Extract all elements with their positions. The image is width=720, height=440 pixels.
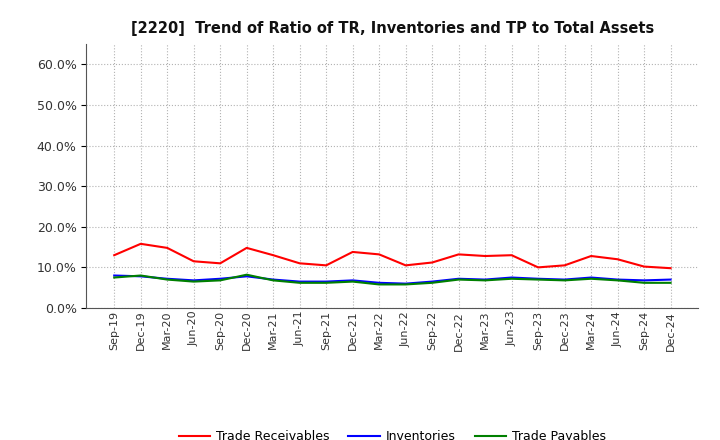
Inventories bbox=[295, 279, 304, 284]
Trade Receivables bbox=[666, 266, 675, 271]
Trade Payables bbox=[216, 278, 225, 283]
Title: [2220]  Trend of Ratio of TR, Inventories and TP to Total Assets: [2220] Trend of Ratio of TR, Inventories… bbox=[131, 21, 654, 36]
Trade Payables bbox=[401, 282, 410, 287]
Trade Payables bbox=[560, 278, 569, 283]
Trade Receivables bbox=[216, 260, 225, 266]
Trade Receivables bbox=[534, 265, 542, 270]
Legend: Trade Receivables, Inventories, Trade Payables: Trade Receivables, Inventories, Trade Pa… bbox=[174, 425, 611, 440]
Trade Receivables bbox=[110, 253, 119, 258]
Inventories bbox=[110, 273, 119, 278]
Inventories bbox=[613, 277, 622, 282]
Inventories bbox=[348, 278, 357, 283]
Inventories bbox=[454, 276, 463, 282]
Trade Payables bbox=[534, 277, 542, 282]
Trade Payables bbox=[481, 278, 490, 283]
Inventories bbox=[508, 275, 516, 280]
Trade Receivables bbox=[401, 263, 410, 268]
Trade Payables bbox=[322, 280, 330, 286]
Inventories bbox=[560, 277, 569, 282]
Trade Payables bbox=[136, 273, 145, 278]
Inventories bbox=[640, 278, 649, 283]
Trade Payables bbox=[640, 280, 649, 286]
Inventories bbox=[481, 277, 490, 282]
Trade Receivables bbox=[428, 260, 436, 265]
Inventories bbox=[216, 276, 225, 282]
Trade Payables bbox=[587, 276, 595, 282]
Line: Trade Payables: Trade Payables bbox=[114, 275, 670, 284]
Trade Receivables bbox=[508, 253, 516, 258]
Trade Receivables bbox=[136, 241, 145, 246]
Trade Receivables bbox=[375, 252, 384, 257]
Trade Payables bbox=[163, 277, 171, 282]
Inventories bbox=[428, 279, 436, 284]
Trade Receivables bbox=[454, 252, 463, 257]
Trade Receivables bbox=[322, 263, 330, 268]
Trade Receivables bbox=[189, 259, 198, 264]
Trade Payables bbox=[666, 280, 675, 286]
Trade Payables bbox=[269, 278, 277, 283]
Trade Payables bbox=[295, 280, 304, 286]
Inventories bbox=[401, 281, 410, 286]
Inventories bbox=[587, 275, 595, 280]
Line: Inventories: Inventories bbox=[114, 275, 670, 284]
Trade Payables bbox=[375, 282, 384, 287]
Trade Payables bbox=[454, 277, 463, 282]
Inventories bbox=[322, 279, 330, 284]
Trade Payables bbox=[348, 279, 357, 284]
Inventories bbox=[269, 277, 277, 282]
Trade Payables bbox=[189, 279, 198, 284]
Trade Receivables bbox=[587, 253, 595, 259]
Trade Payables bbox=[508, 276, 516, 282]
Trade Receivables bbox=[640, 264, 649, 269]
Trade Receivables bbox=[481, 253, 490, 259]
Trade Payables bbox=[428, 280, 436, 286]
Trade Receivables bbox=[348, 249, 357, 255]
Trade Receivables bbox=[613, 257, 622, 262]
Trade Receivables bbox=[269, 253, 277, 258]
Inventories bbox=[534, 276, 542, 282]
Inventories bbox=[136, 274, 145, 279]
Trade Payables bbox=[243, 272, 251, 277]
Trade Receivables bbox=[243, 245, 251, 250]
Inventories bbox=[666, 277, 675, 282]
Trade Payables bbox=[110, 275, 119, 280]
Trade Payables bbox=[613, 278, 622, 283]
Inventories bbox=[163, 276, 171, 282]
Inventories bbox=[243, 274, 251, 279]
Line: Trade Receivables: Trade Receivables bbox=[114, 244, 670, 268]
Trade Receivables bbox=[163, 245, 171, 250]
Inventories bbox=[189, 278, 198, 283]
Trade Receivables bbox=[295, 260, 304, 266]
Trade Receivables bbox=[560, 263, 569, 268]
Inventories bbox=[375, 280, 384, 286]
